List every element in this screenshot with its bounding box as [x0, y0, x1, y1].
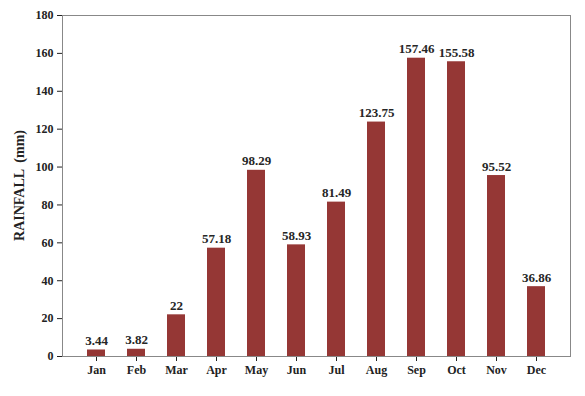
svg-text:Feb: Feb: [127, 363, 147, 377]
svg-text:157.46: 157.46: [399, 41, 435, 56]
svg-text:95.52: 95.52: [482, 159, 511, 174]
svg-text:57.18: 57.18: [202, 231, 232, 246]
svg-text:100: 100: [36, 160, 54, 174]
svg-text:20: 20: [42, 311, 54, 325]
svg-text:3.82: 3.82: [125, 332, 148, 347]
svg-text:58.93: 58.93: [282, 228, 312, 243]
svg-text:80: 80: [42, 198, 54, 212]
svg-text:RAINFALL (mm): RAINFALL (mm): [12, 130, 28, 241]
svg-text:May: May: [245, 363, 268, 377]
svg-text:81.49: 81.49: [322, 185, 352, 200]
svg-text:160: 160: [36, 46, 54, 60]
svg-text:Jan: Jan: [87, 363, 106, 377]
svg-text:Mar: Mar: [165, 363, 188, 377]
svg-text:Dec: Dec: [527, 363, 547, 377]
svg-text:60: 60: [42, 236, 54, 250]
svg-text:Apr: Apr: [206, 363, 227, 377]
svg-text:155.58: 155.58: [439, 45, 475, 60]
svg-text:Nov: Nov: [486, 363, 507, 377]
svg-text:0: 0: [48, 349, 54, 363]
svg-text:Sep: Sep: [407, 363, 426, 377]
svg-text:36.86: 36.86: [522, 270, 552, 285]
svg-text:40: 40: [42, 274, 54, 288]
svg-text:Jul: Jul: [328, 363, 345, 377]
svg-text:98.29: 98.29: [242, 153, 272, 168]
svg-text:Jun: Jun: [287, 363, 307, 377]
svg-text:Aug: Aug: [366, 363, 387, 377]
svg-text:180: 180: [36, 8, 54, 22]
svg-text:140: 140: [36, 84, 54, 98]
svg-text:3.44: 3.44: [85, 333, 108, 348]
svg-text:120: 120: [36, 122, 54, 136]
svg-text:22: 22: [170, 298, 183, 313]
svg-text:Oct: Oct: [447, 363, 466, 377]
svg-text:123.75: 123.75: [359, 105, 395, 120]
